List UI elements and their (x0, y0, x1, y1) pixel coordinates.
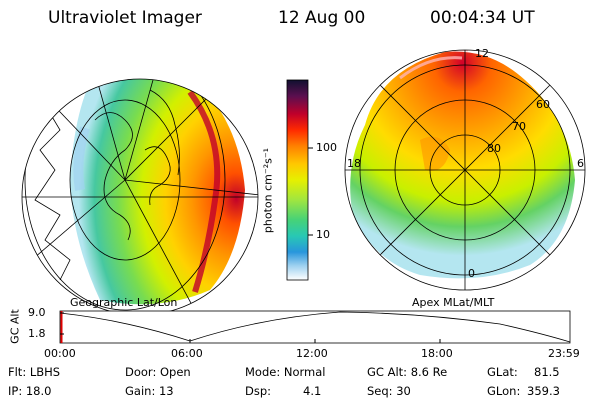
mlt-label-12: 12 (475, 47, 489, 60)
glon-label: GLon: (487, 384, 521, 398)
mlat-mlt-grid (345, 50, 585, 290)
altitude-ytick-9: 9.0 (28, 306, 46, 319)
right-map-border (344, 49, 586, 291)
altitude-plot-frame (59, 310, 571, 344)
mode-info: Mode: Normal (245, 365, 326, 379)
altitude-ylabel: GC Alt (8, 309, 22, 344)
glat-label: GLat: (487, 365, 518, 379)
time-tick-0000: 00:00 (44, 347, 76, 360)
aurora-oval-edge (187, 90, 221, 293)
time-tick-1800: 18:00 (421, 347, 453, 360)
magnetic-map (345, 50, 585, 290)
glat-value: 81.5 (534, 365, 560, 379)
gain-info: Gain: 13 (125, 384, 174, 398)
observation-date: 12 Aug 00 (278, 8, 366, 28)
ip-info: IP: 18.0 (8, 384, 52, 398)
time-tick-2359: 23:59 (548, 347, 580, 360)
altitude-ytick-1.8: 1.8 (28, 327, 46, 340)
gc-alt-info: GC Alt: 8.6 Re (367, 365, 448, 379)
coastline (29, 79, 71, 281)
mlat-label-80: 80 (487, 142, 501, 155)
seq-info: Seq: 30 (367, 384, 411, 398)
colorbar-tick-100: 100 (316, 141, 337, 154)
colorbar-unit-label: photon cm⁻²s⁻¹ (261, 147, 275, 234)
colorbar (286, 79, 309, 281)
mlt-label-6: 6 (577, 157, 584, 170)
glon-value: 359.3 (527, 384, 560, 398)
instrument-title: Ultraviolet Imager (48, 8, 202, 28)
time-tick-1200: 12:00 (296, 347, 328, 360)
mlat-label-60: 60 (536, 98, 550, 111)
aurora-emission (70, 79, 245, 305)
time-tick-0600: 06:00 (171, 347, 203, 360)
left-map-caption: Geographic Lat/Lon (70, 296, 178, 309)
dsp-value: 4.1 (303, 384, 322, 398)
door-info: Door: Open (125, 365, 191, 379)
altitude-curve (59, 311, 571, 343)
observation-time: 00:04:34 UT (430, 8, 535, 28)
mlt-label-18: 18 (347, 157, 361, 170)
aurora-emission-magnetic (350, 51, 575, 279)
colorbar-tick-10: 10 (316, 228, 330, 241)
right-map-caption: Apex MLat/MLT (412, 296, 495, 309)
geographic-map (22, 79, 258, 315)
filter-info: Flt: LBHS (8, 365, 61, 379)
mlt-label-0: 0 (468, 267, 475, 280)
mlat-label-70: 70 (512, 120, 526, 133)
dsp-label: Dsp: (245, 384, 272, 398)
